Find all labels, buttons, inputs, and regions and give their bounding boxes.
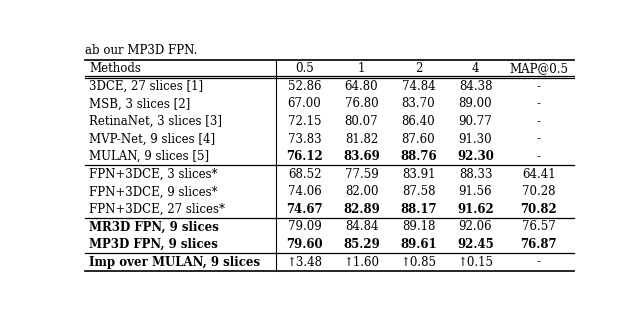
Text: MSB, 3 slices [2]: MSB, 3 slices [2] <box>89 97 190 110</box>
Text: MULAN, 9 slices [5]: MULAN, 9 slices [5] <box>89 150 209 163</box>
Text: 83.70: 83.70 <box>402 97 435 110</box>
Text: 77.59: 77.59 <box>345 168 378 181</box>
Text: 87.58: 87.58 <box>402 185 435 198</box>
Text: 88.33: 88.33 <box>459 168 492 181</box>
Text: -: - <box>537 150 541 163</box>
Text: 83.91: 83.91 <box>402 168 435 181</box>
Text: 1: 1 <box>358 62 365 75</box>
Text: MVP-Net, 9 slices [4]: MVP-Net, 9 slices [4] <box>89 133 215 146</box>
Text: 89.18: 89.18 <box>402 220 435 233</box>
Text: MAP@0.5: MAP@0.5 <box>509 62 568 75</box>
Text: -: - <box>537 80 541 93</box>
Text: ↑1.60: ↑1.60 <box>344 256 380 268</box>
Text: MR3D FPN, 9 slices: MR3D FPN, 9 slices <box>89 220 219 233</box>
Text: -: - <box>537 115 541 128</box>
Text: 92.45: 92.45 <box>457 238 494 251</box>
Text: 92.30: 92.30 <box>457 150 494 163</box>
Text: 87.60: 87.60 <box>402 133 435 146</box>
Text: 79.09: 79.09 <box>288 220 321 233</box>
Text: 73.83: 73.83 <box>288 133 321 146</box>
Text: Imp over MULAN, 9 slices: Imp over MULAN, 9 slices <box>89 256 260 268</box>
Text: 91.30: 91.30 <box>459 133 492 146</box>
Text: 91.62: 91.62 <box>457 203 494 216</box>
Text: 76.57: 76.57 <box>522 220 556 233</box>
Text: 0.5: 0.5 <box>295 62 314 75</box>
Text: 82.89: 82.89 <box>343 203 380 216</box>
Text: 64.80: 64.80 <box>345 80 378 93</box>
Text: 84.38: 84.38 <box>459 80 492 93</box>
Text: 52.86: 52.86 <box>288 80 321 93</box>
Text: ab our MP3D FPN.: ab our MP3D FPN. <box>85 44 197 57</box>
Text: -: - <box>537 256 541 268</box>
Text: 92.06: 92.06 <box>459 220 492 233</box>
Text: 88.17: 88.17 <box>400 203 437 216</box>
Text: 76.87: 76.87 <box>520 238 557 251</box>
Text: -: - <box>537 97 541 110</box>
Text: 70.82: 70.82 <box>520 203 557 216</box>
Text: 80.07: 80.07 <box>345 115 378 128</box>
Text: FPN+3DCE, 9 slices*: FPN+3DCE, 9 slices* <box>89 185 218 198</box>
Text: 84.84: 84.84 <box>345 220 378 233</box>
Text: 91.56: 91.56 <box>459 185 492 198</box>
Text: 89.61: 89.61 <box>400 238 437 251</box>
Text: 68.52: 68.52 <box>288 168 321 181</box>
Text: 72.15: 72.15 <box>288 115 321 128</box>
Text: 2: 2 <box>415 62 422 75</box>
Text: RetinaNet, 3 slices [3]: RetinaNet, 3 slices [3] <box>89 115 222 128</box>
Text: 88.76: 88.76 <box>400 150 437 163</box>
Text: 70.28: 70.28 <box>522 185 556 198</box>
Text: ↑3.48: ↑3.48 <box>287 256 323 268</box>
Text: ↑0.15: ↑0.15 <box>458 256 493 268</box>
Text: 83.69: 83.69 <box>343 150 380 163</box>
Text: 74.84: 74.84 <box>402 80 435 93</box>
Text: ↑0.85: ↑0.85 <box>401 256 436 268</box>
Text: 85.29: 85.29 <box>343 238 380 251</box>
Text: 82.00: 82.00 <box>345 185 378 198</box>
Text: 79.60: 79.60 <box>286 238 323 251</box>
Text: 89.00: 89.00 <box>459 97 492 110</box>
Text: FPN+3DCE, 3 slices*: FPN+3DCE, 3 slices* <box>89 168 218 181</box>
Text: 3DCE, 27 slices [1]: 3DCE, 27 slices [1] <box>89 80 203 93</box>
Text: 90.77: 90.77 <box>459 115 492 128</box>
Text: 86.40: 86.40 <box>402 115 435 128</box>
Text: FPN+3DCE, 27 slices*: FPN+3DCE, 27 slices* <box>89 203 225 216</box>
Text: 64.41: 64.41 <box>522 168 556 181</box>
Text: Methods: Methods <box>89 62 141 75</box>
Text: 74.67: 74.67 <box>286 203 323 216</box>
Text: -: - <box>537 133 541 146</box>
Text: 74.06: 74.06 <box>288 185 321 198</box>
Text: 76.80: 76.80 <box>345 97 378 110</box>
Text: 4: 4 <box>472 62 479 75</box>
Text: 81.82: 81.82 <box>345 133 378 146</box>
Text: 76.12: 76.12 <box>286 150 323 163</box>
Text: 67.00: 67.00 <box>288 97 321 110</box>
Text: MP3D FPN, 9 slices: MP3D FPN, 9 slices <box>89 238 218 251</box>
